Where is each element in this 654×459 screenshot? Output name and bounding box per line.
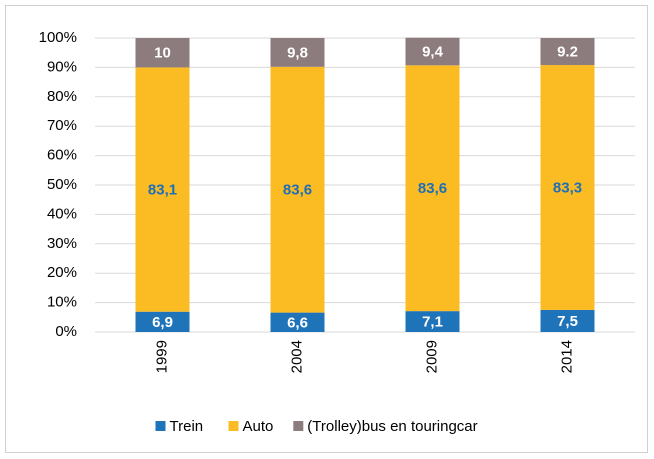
x-tick-label: 2014: [558, 340, 575, 373]
y-tick-label: 0%: [55, 323, 77, 340]
legend-label: Trein: [170, 418, 204, 435]
legend-swatch: [155, 421, 166, 431]
bar-segment: [270, 66, 325, 313]
bar-segment: [405, 311, 460, 332]
y-tick-label: 40%: [47, 205, 77, 222]
y-tick-label: 60%: [47, 147, 77, 164]
value-label: 9.2: [557, 43, 578, 60]
bar-segment: [135, 38, 190, 68]
y-tick-label: 100%: [39, 29, 77, 46]
bar-segment: [270, 312, 325, 332]
value-label: 6,9: [152, 314, 173, 331]
x-tick-label: 2004: [288, 340, 305, 373]
value-label: 9,4: [422, 43, 444, 60]
y-tick-label: 20%: [47, 264, 77, 281]
bar-segment: [405, 65, 460, 312]
value-label: 10: [154, 45, 171, 62]
legend-label: (Trolley)bus en touringcar: [307, 418, 477, 435]
value-label: 7,1: [422, 314, 443, 331]
y-tick-label: 10%: [47, 294, 77, 311]
legend-swatch: [293, 421, 304, 431]
value-label: 6,6: [287, 314, 308, 331]
y-tick-label: 30%: [47, 235, 77, 252]
legend-label: Auto: [243, 418, 274, 435]
bar-segment: [270, 38, 325, 67]
value-label: 83,3: [553, 179, 582, 196]
bar-segment: [540, 309, 595, 332]
bar-segment: [405, 37, 460, 66]
x-tick-label: 1999: [153, 340, 170, 373]
bar-segment: [540, 65, 595, 310]
value-label: 83,6: [283, 182, 312, 199]
value-label: 7,5: [557, 313, 578, 330]
value-label: 9,8: [287, 44, 308, 61]
x-tick-label: 2009: [423, 340, 440, 373]
value-label: 83,1: [148, 182, 177, 199]
bar-segment: [135, 311, 190, 332]
bar-segment: [135, 67, 190, 312]
bar-segment: [540, 38, 595, 66]
y-tick-label: 70%: [47, 117, 77, 134]
y-tick-label: 80%: [47, 88, 77, 105]
legend-swatch: [228, 421, 239, 431]
y-tick-label: 50%: [47, 176, 77, 193]
y-tick-label: 90%: [47, 58, 77, 75]
value-label: 83,6: [418, 180, 447, 197]
